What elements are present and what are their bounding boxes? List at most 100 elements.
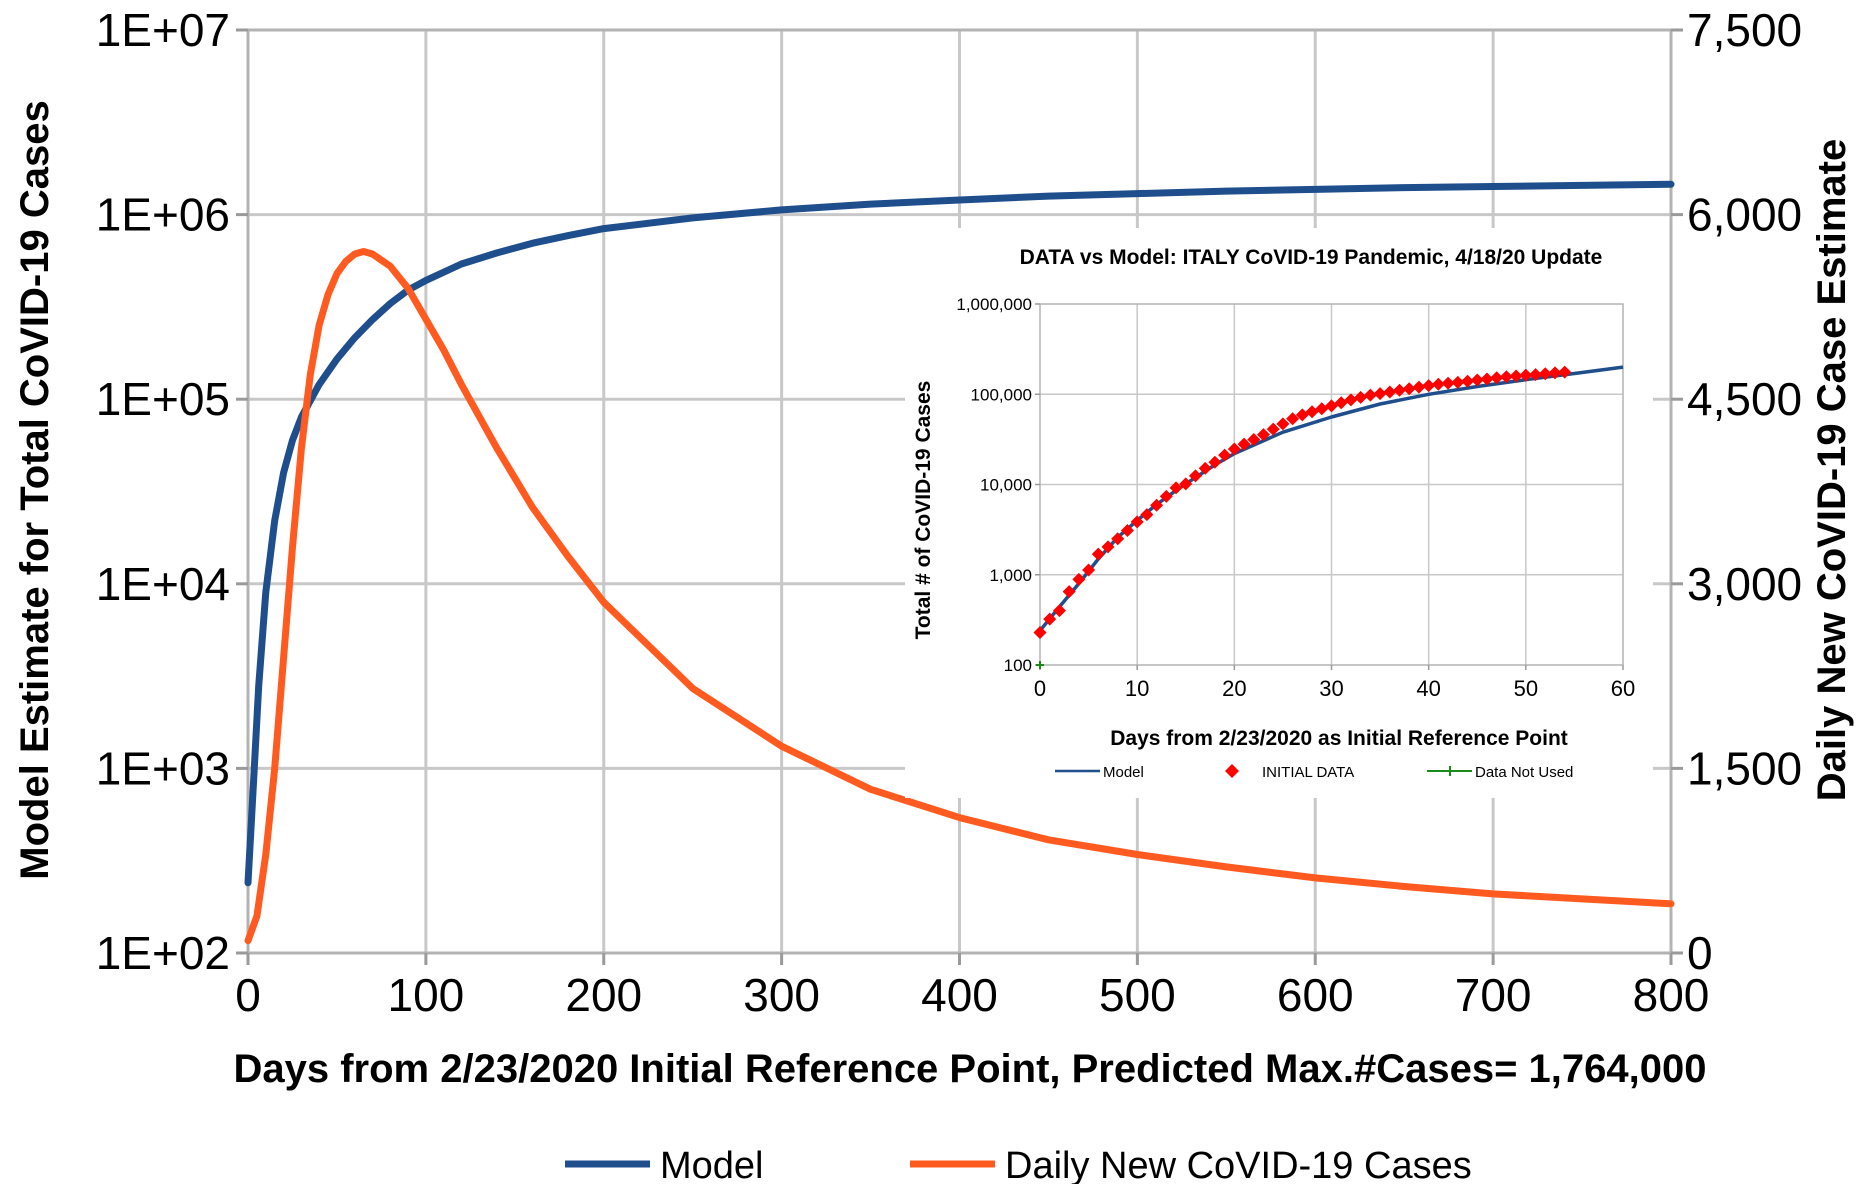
main-x-ticks: 0 100 200 300 400 500 600 700 800 xyxy=(235,953,1709,1021)
legend-label-daily-new: Daily New CoVID-19 Cases xyxy=(1005,1145,1472,1184)
main-series-daily-new-line xyxy=(244,248,1675,945)
inset-grid xyxy=(1040,304,1623,665)
inset-initial-data-point xyxy=(1334,396,1348,410)
inset-initial-data-point xyxy=(1159,489,1173,503)
inset-initial-data-point xyxy=(1538,367,1552,381)
inset-x-ticks: 0 10 20 30 40 50 60 xyxy=(1034,665,1635,701)
inset-initial-data-point xyxy=(1529,368,1543,382)
main-series-model-line xyxy=(244,180,1675,887)
inset-initial-data-point xyxy=(1548,366,1562,380)
inset-background xyxy=(905,228,1653,798)
main-x-tick-label: 100 xyxy=(388,969,465,1021)
inset-x-tick-label: 40 xyxy=(1416,676,1440,701)
inset-initial-data-point xyxy=(1393,383,1407,397)
inset-initial-data-point xyxy=(1461,374,1475,388)
inset-x-tick-label: 0 xyxy=(1034,676,1046,701)
inset-initial-data-point xyxy=(1276,417,1290,431)
inset-initial-data-point xyxy=(1120,524,1134,538)
inset-initial-data-point xyxy=(1490,371,1504,385)
main-y-right-tick-label: 1,500 xyxy=(1687,742,1802,794)
inset-initial-data-point xyxy=(1451,375,1465,389)
main-legend: Model Daily New CoVID-19 Cases xyxy=(565,1145,1472,1184)
inset-title: DATA vs Model: ITALY CoVID-19 Pandemic, … xyxy=(1020,246,1603,269)
inset-initial-data-point xyxy=(1237,437,1251,451)
inset-initial-data-point xyxy=(1198,461,1212,475)
inset-initial-data-point xyxy=(1169,481,1183,495)
main-x-tick-label: 0 xyxy=(235,969,261,1021)
inset-legend-label-model: Model xyxy=(1103,764,1144,781)
inset-y-ticks: 100 1,000 10,000 100,000 1,000,000 xyxy=(956,295,1040,675)
inset-initial-data-point xyxy=(1402,382,1416,396)
main-x-tick-label: 500 xyxy=(1099,969,1176,1021)
inset-initial-data-point xyxy=(1130,515,1144,529)
inset-initial-data-point xyxy=(1247,433,1261,447)
inset-y-axis-title: Total # of CoVID-19 Cases xyxy=(912,381,935,640)
inset-x-axis-title: Days from 2/23/2020 as Initial Reference… xyxy=(1110,727,1568,750)
inset-legend-marker-data-not-used xyxy=(1445,766,1455,776)
main-y-right-ticks: 0 1,500 3,000 4,500 6,000 7,500 xyxy=(1671,4,1802,979)
main-y-left-tick-label: 1E+03 xyxy=(96,742,230,794)
main-y-left-tick-label: 1E+04 xyxy=(96,558,230,610)
main-y-left-tick-label: 1E+05 xyxy=(96,373,230,425)
inset-initial-data-point xyxy=(1188,469,1202,483)
inset-initial-data-point xyxy=(1179,477,1193,491)
inset-initial-data-point xyxy=(1111,532,1125,546)
inset-initial-data-point xyxy=(1062,585,1076,599)
inset-initial-data-point xyxy=(1344,393,1358,407)
main-x-tick-label: 700 xyxy=(1455,969,1532,1021)
inset-initial-data-point xyxy=(1383,385,1397,399)
inset-initial-data-point xyxy=(1140,508,1154,522)
inset-initial-data-point xyxy=(1509,369,1523,383)
main-y-right-tick-label: 7,500 xyxy=(1687,4,1802,56)
main-x-tick-label: 800 xyxy=(1633,969,1710,1021)
inset-initial-data-point xyxy=(1499,370,1513,384)
inset-initial-data-point xyxy=(1286,412,1300,426)
inset-initial-data-point xyxy=(1295,408,1309,422)
inset-initial-data-point xyxy=(1558,365,1572,379)
inset-initial-data-point xyxy=(1325,399,1338,413)
inset-initial-data-point xyxy=(1519,368,1533,382)
inset-initial-data-point xyxy=(1072,572,1086,586)
inset-legend-marker-initial-data xyxy=(1225,764,1239,778)
main-y-left-tick-label: 1E+02 xyxy=(96,927,230,979)
main-y-left-tick-label: 1E+06 xyxy=(96,189,230,241)
inset-x-tick-label: 30 xyxy=(1319,676,1343,701)
inset-chart: DATA vs Model: ITALY CoVID-19 Pandemic, … xyxy=(905,228,1653,798)
inset-initial-data-point xyxy=(1082,563,1096,577)
inset-initial-data-point xyxy=(1150,498,1164,512)
inset-initial-data-point xyxy=(1373,387,1387,401)
inset-legend: Model INITIAL DATA Data Not Used xyxy=(1055,764,1573,781)
inset-y-tick-label: 10,000 xyxy=(980,476,1032,495)
inset-initial-data-point xyxy=(1256,428,1270,442)
main-series xyxy=(244,180,1675,945)
inset-initial-data-point xyxy=(1470,373,1484,387)
inset-legend-label-initial-data: INITIAL DATA xyxy=(1262,764,1354,781)
inset-x-tick-label: 50 xyxy=(1514,676,1538,701)
main-y-left-axis-title: Model Estimate for Total CoVID-19 Cases xyxy=(13,100,57,879)
inset-x-tick-label: 20 xyxy=(1222,676,1246,701)
inset-initial-data-point xyxy=(1043,612,1057,626)
main-x-tick-label: 300 xyxy=(743,969,820,1021)
main-x-tick-label: 200 xyxy=(565,969,642,1021)
main-y-right-tick-label: 0 xyxy=(1687,927,1713,979)
main-x-axis-title: Days from 2/23/2020 Initial Reference Po… xyxy=(234,1047,1707,1091)
inset-initial-data-point xyxy=(1315,402,1329,416)
inset-initial-data-point xyxy=(1266,422,1280,436)
inset-series xyxy=(1033,365,1624,669)
inset-initial-data-point xyxy=(1208,455,1222,469)
inset-initial-data-point xyxy=(1441,376,1455,390)
inset-initial-data-point xyxy=(1052,604,1066,618)
legend-label-model: Model xyxy=(660,1145,764,1184)
main-y-right-axis-title: Daily New CoVID-19 Case Estimate xyxy=(1810,139,1854,801)
main-x-tick-label: 600 xyxy=(1277,969,1354,1021)
main-y-right-tick-label: 3,000 xyxy=(1687,558,1802,610)
inset-initial-data-point xyxy=(1227,442,1241,456)
inset-initial-data-point xyxy=(1431,377,1445,391)
inset-initial-data-point xyxy=(1354,390,1368,404)
main-y-left-tick-label: 1E+07 xyxy=(96,4,230,56)
main-y-right-tick-label: 4,500 xyxy=(1687,373,1802,425)
inset-y-tick-label: 100,000 xyxy=(971,385,1032,404)
inset-initial-data-point xyxy=(1422,379,1436,393)
inset-initial-data-point xyxy=(1363,388,1377,402)
